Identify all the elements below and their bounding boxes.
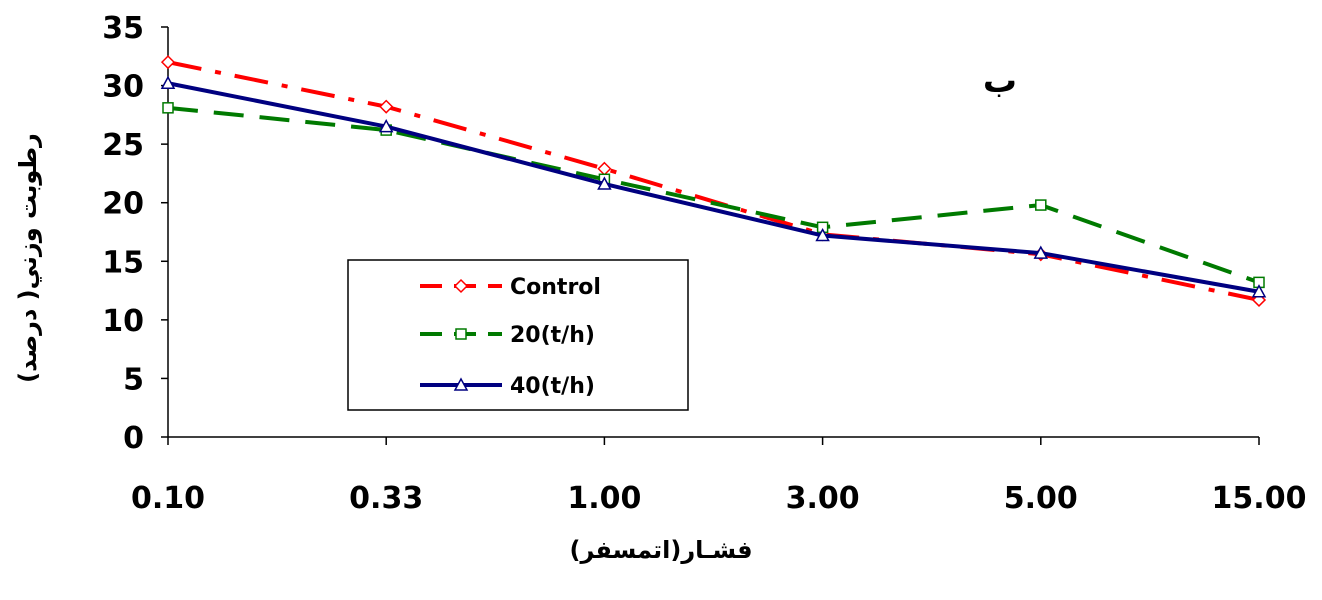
data-point-40-t-h — [1251, 284, 1267, 298]
data-point-control — [597, 161, 612, 176]
legend-label: 20(t/h) — [510, 323, 595, 348]
legend-item-40-t-h: 40(t/h) — [420, 374, 595, 399]
legend-box — [347, 259, 689, 411]
y-tick-label: 5 — [123, 362, 144, 397]
data-point-20-t-h — [1035, 199, 1047, 211]
data-point-40-t-h — [160, 75, 176, 89]
x-tick-label: 15.00 — [1212, 481, 1307, 516]
series-line-20-t-h — [167, 105, 1260, 285]
legend-label: 40(t/h) — [510, 374, 595, 399]
x-axis-title: فشـار(اتمسفر) — [569, 536, 752, 564]
data-point-control — [379, 99, 394, 114]
data-point-20-t-h — [162, 102, 174, 114]
y-tick-label: 15 — [102, 245, 144, 280]
y-tick-label: 10 — [102, 304, 144, 339]
data-point-40-t-h — [378, 119, 394, 133]
y-tick-label: 35 — [102, 11, 144, 46]
legend-marker — [455, 328, 467, 340]
legend-label: Control — [510, 275, 601, 300]
data-point-40-t-h — [1033, 245, 1049, 259]
y-axis-title: رطوبت وزني( درصد) — [14, 133, 42, 383]
x-tick-label: 0.10 — [131, 481, 205, 516]
x-tick-label: 3.00 — [786, 481, 860, 516]
y-tick-label: 25 — [102, 128, 144, 163]
legend: Control 20(t/h) 40(t/h) — [420, 275, 601, 399]
data-point-40-t-h — [597, 176, 612, 190]
legend-marker — [453, 377, 469, 391]
axes — [161, 26, 1260, 445]
y-tick-label: 0 — [123, 421, 144, 456]
x-tick-labels: 0.10 0.33 1.00 3.00 5.00 15.00 — [131, 481, 1306, 516]
series-group — [160, 55, 1267, 308]
data-point-control — [160, 55, 176, 70]
x-tick-label: 5.00 — [1004, 481, 1078, 516]
y-tick-labels: 0 5 10 15 20 25 30 35 — [102, 11, 144, 456]
panel-label: ب — [983, 61, 1017, 101]
y-tick-label: 20 — [102, 187, 144, 222]
y-tick-label: 30 — [102, 70, 144, 105]
legend-item-control: Control — [420, 275, 601, 300]
series-control — [160, 55, 1267, 308]
legend-marker — [453, 278, 469, 294]
data-point-40-t-h — [815, 227, 830, 242]
series-20-t-h — [162, 102, 1265, 289]
x-tick-label: 0.33 — [349, 481, 423, 516]
x-tick-label: 1.00 — [567, 481, 641, 516]
legend-item-20-t-h: 20(t/h) — [420, 323, 595, 348]
series-40-t-h — [160, 75, 1267, 298]
series-line-40-t-h — [167, 81, 1260, 294]
